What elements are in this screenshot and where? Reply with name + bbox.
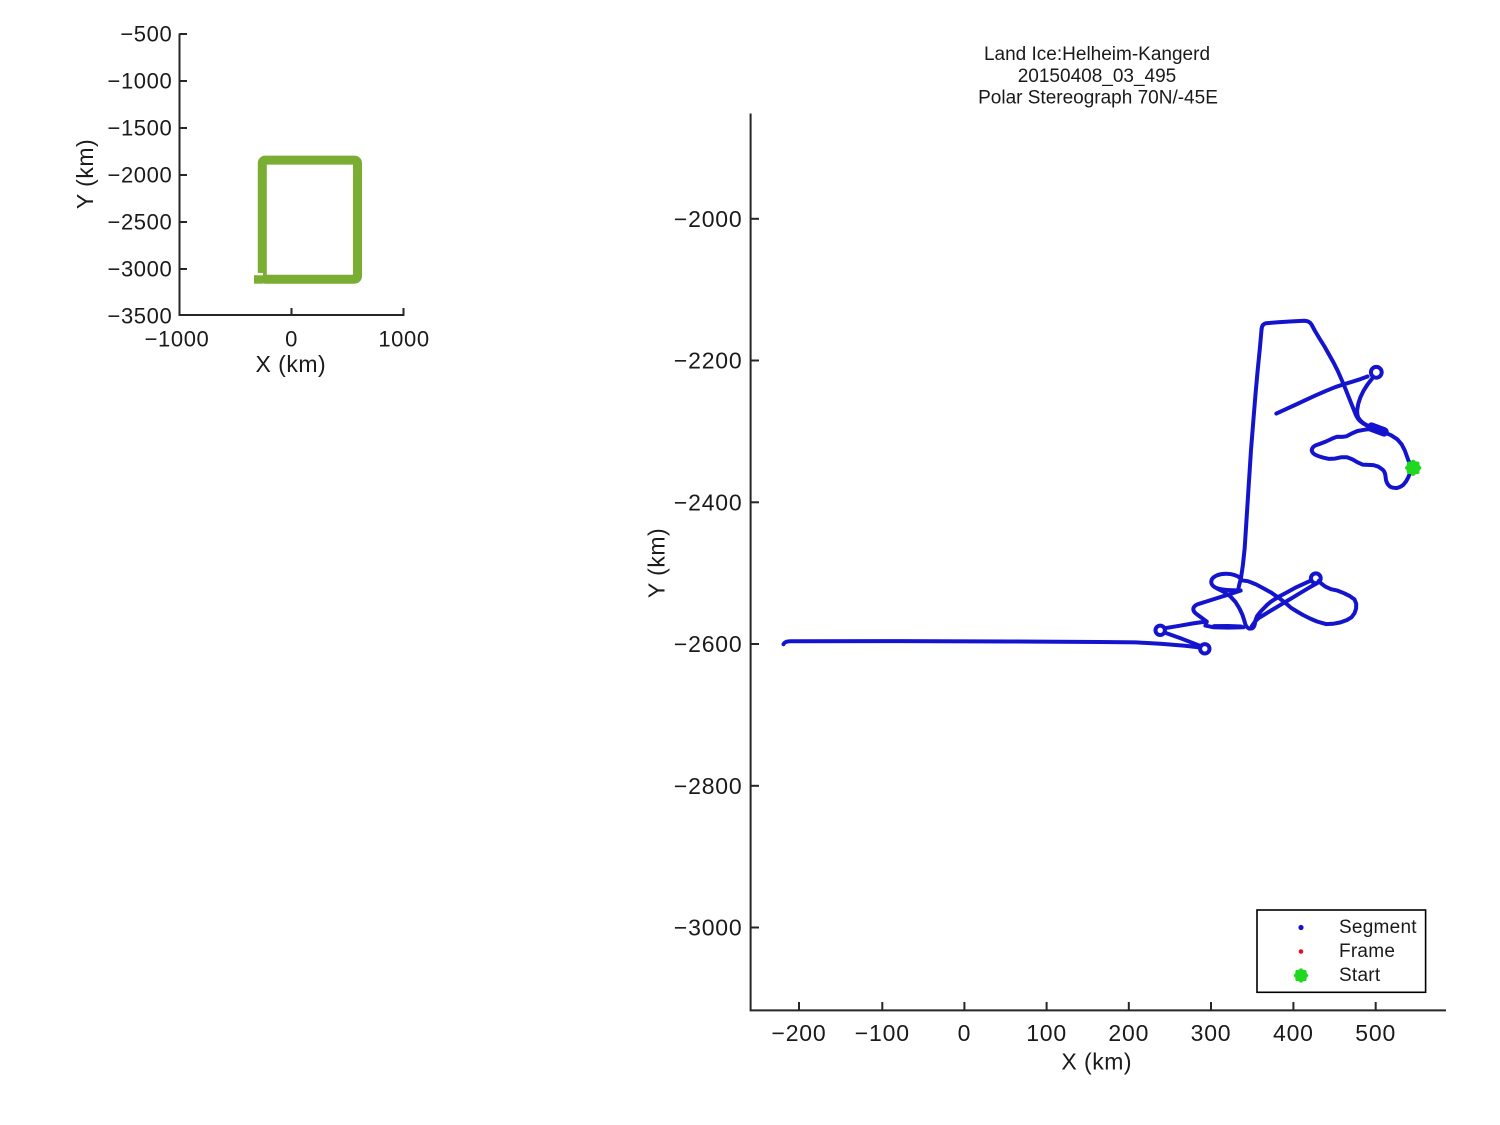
svg-text:−1000: −1000 bbox=[108, 69, 173, 94]
svg-text:X (km): X (km) bbox=[255, 351, 326, 377]
svg-text:1000: 1000 bbox=[378, 327, 429, 352]
svg-text:−2600: −2600 bbox=[674, 631, 743, 657]
svg-text:−500: −500 bbox=[120, 22, 172, 47]
svg-text:400: 400 bbox=[1273, 1020, 1314, 1046]
svg-text:−1000: −1000 bbox=[145, 327, 210, 352]
svg-text:−2000: −2000 bbox=[674, 206, 743, 232]
svg-text:Segment: Segment bbox=[1339, 917, 1417, 938]
svg-text:−3000: −3000 bbox=[674, 915, 743, 941]
svg-text:−3500: −3500 bbox=[108, 304, 173, 329]
svg-text:Frame: Frame bbox=[1339, 941, 1395, 962]
svg-text:500: 500 bbox=[1355, 1020, 1396, 1046]
svg-text:Start: Start bbox=[1339, 965, 1381, 986]
svg-text:−2200: −2200 bbox=[674, 348, 743, 374]
svg-text:−200: −200 bbox=[771, 1020, 826, 1046]
svg-text:Y (km): Y (km) bbox=[644, 528, 670, 598]
svg-text:0: 0 bbox=[285, 327, 298, 352]
svg-text:−2400: −2400 bbox=[674, 489, 743, 515]
svg-text:100: 100 bbox=[1026, 1020, 1067, 1046]
svg-text:−2000: −2000 bbox=[108, 163, 173, 188]
svg-text:200: 200 bbox=[1108, 1020, 1149, 1046]
svg-text:−100: −100 bbox=[855, 1020, 910, 1046]
svg-text:Land Ice:Helheim-Kangerd: Land Ice:Helheim-Kangerd bbox=[984, 44, 1210, 65]
svg-text:20150408_03_495: 20150408_03_495 bbox=[1018, 66, 1177, 87]
svg-text:Polar Stereograph 70N/-45E: Polar Stereograph 70N/-45E bbox=[978, 87, 1218, 108]
svg-text:0: 0 bbox=[958, 1020, 972, 1046]
svg-text:300: 300 bbox=[1191, 1020, 1232, 1046]
svg-text:−2500: −2500 bbox=[108, 210, 173, 235]
svg-text:−2800: −2800 bbox=[674, 773, 743, 799]
svg-text:−3000: −3000 bbox=[108, 257, 173, 282]
svg-text:X (km): X (km) bbox=[1061, 1049, 1132, 1075]
svg-text:Y (km): Y (km) bbox=[72, 139, 98, 209]
svg-text:−1500: −1500 bbox=[108, 116, 173, 141]
